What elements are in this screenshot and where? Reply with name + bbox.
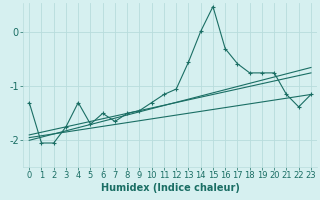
X-axis label: Humidex (Indice chaleur): Humidex (Indice chaleur): [101, 183, 240, 193]
